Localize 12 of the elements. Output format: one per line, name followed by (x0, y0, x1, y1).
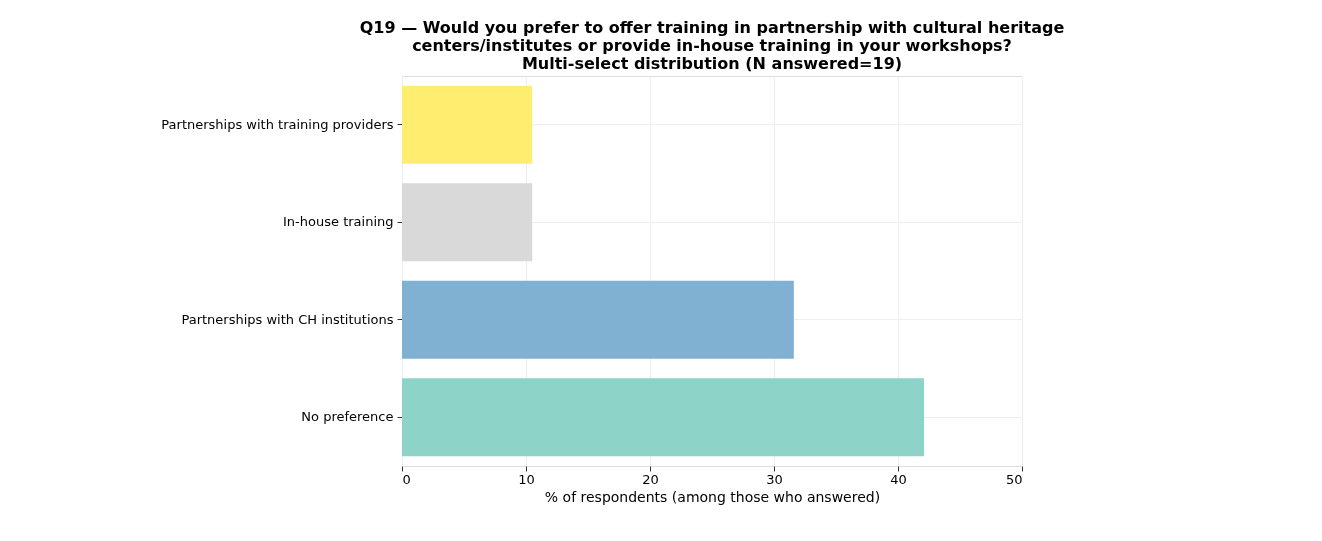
x-axis-title: % of respondents (among those who answered) (544, 488, 881, 505)
y-tick-label: No preference (301, 409, 394, 425)
y-tick-label: Partnerships with training providers (161, 116, 394, 132)
x-tick-label: 20 (642, 471, 659, 487)
y-tick-label: Partnerships with CH institutions (181, 311, 394, 327)
x-tick-label: 10 (518, 471, 535, 487)
chart-title: Q19 — Would you prefer to offer training in partnership with cultural heritage centers/institutes or provide in-house training in your workshops? Multi-select distribution (N answered=19) (359, 18, 1065, 73)
x-tick-label: 0 (402, 471, 411, 487)
x-tick-label: 30 (766, 471, 783, 487)
x-tick-label: 40 (890, 471, 907, 487)
x-tick-label: 50 (1005, 471, 1023, 487)
y-tick-label: In-house training (283, 214, 394, 230)
